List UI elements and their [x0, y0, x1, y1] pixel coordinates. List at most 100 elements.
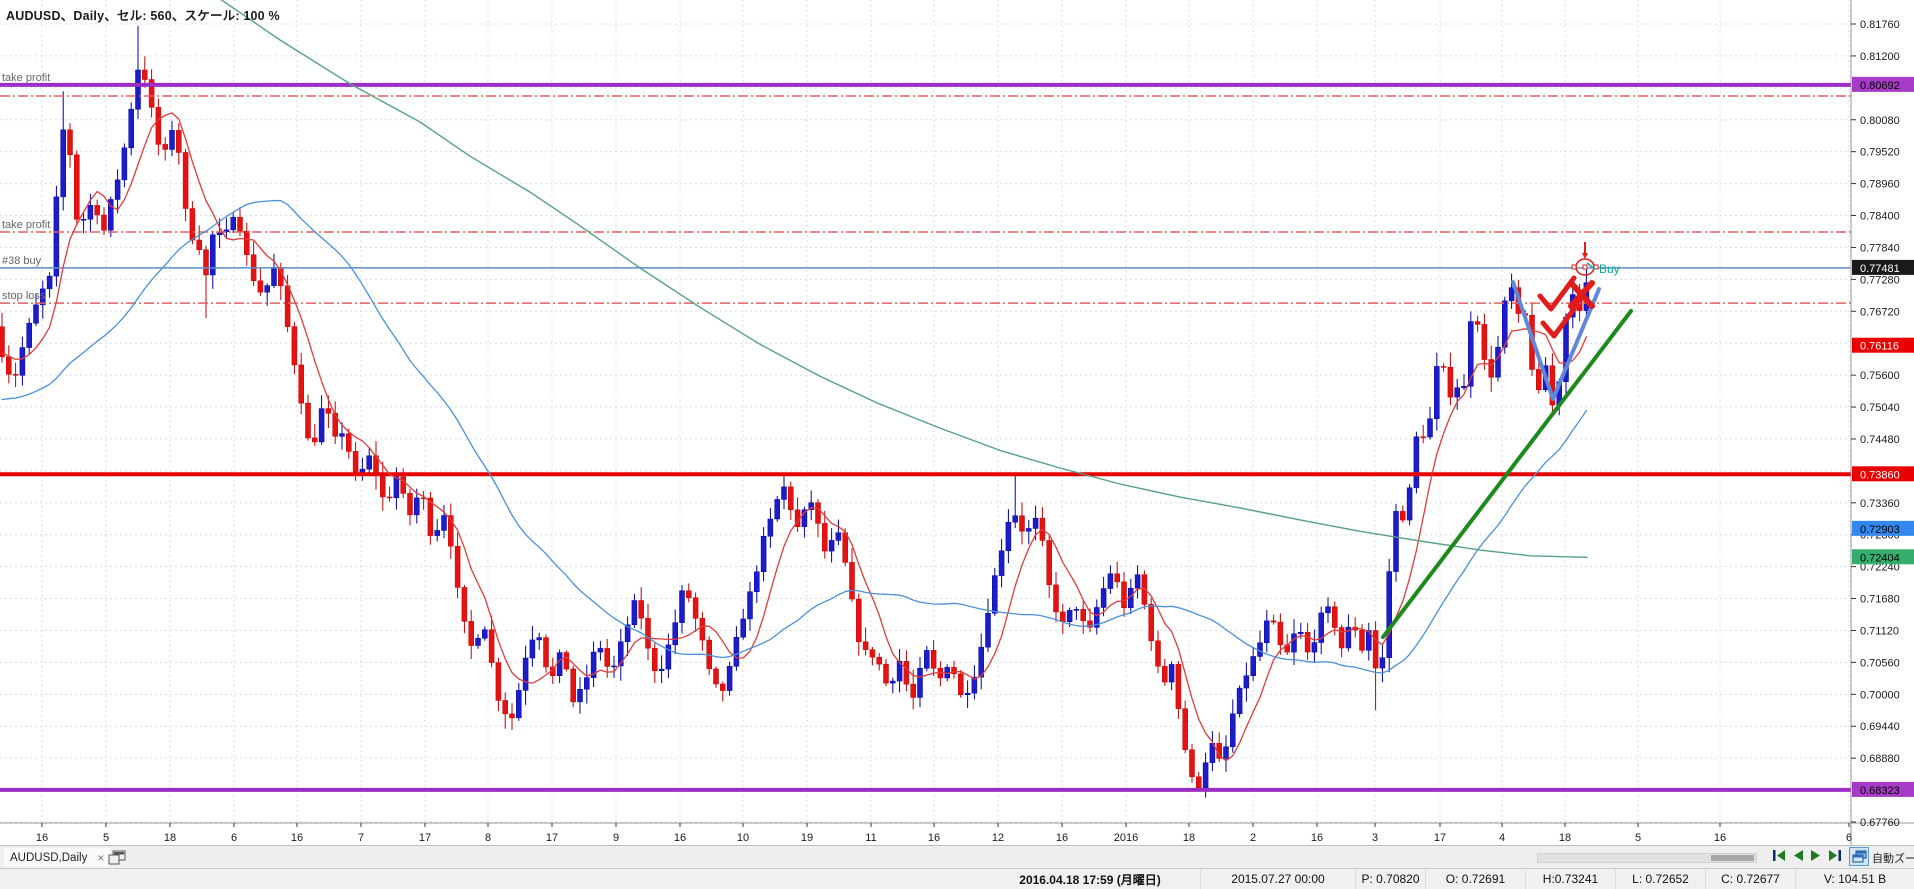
x-axis-label[interactable]: 7 — [358, 832, 364, 844]
red-checkmark-annotation[interactable] — [1537, 275, 1577, 312]
x-axis-label[interactable]: 16 — [674, 832, 686, 844]
x-axis-label[interactable]: 12 — [992, 832, 1004, 844]
candle-body — [495, 662, 502, 701]
red-cross-annotation[interactable] — [1568, 280, 1595, 309]
x-axis-label[interactable]: 6 — [231, 832, 237, 844]
chart-nav-buttons — [1772, 849, 1842, 862]
tab-audusd-daily[interactable]: AUDUSD,Daily × — [4, 848, 111, 867]
candle-body — [339, 433, 345, 437]
cascade-windows-button[interactable] — [1849, 847, 1869, 866]
x-axis-label[interactable]: 19 — [801, 832, 813, 844]
x-axis-label[interactable]: 16 — [1056, 832, 1068, 844]
x-axis-label[interactable]: 9 — [613, 832, 619, 844]
candle-body — [400, 476, 406, 494]
x-axis-label[interactable]: 17 — [419, 832, 431, 844]
candle-body — [1420, 436, 1426, 439]
candle-body — [849, 562, 855, 600]
jump-start-icon[interactable] — [1772, 849, 1786, 862]
x-axis-label[interactable]: 18 — [1559, 832, 1571, 844]
y-axis-highlight-label[interactable]: 0.68323 — [1860, 785, 1900, 797]
x-axis-label[interactable]: 17 — [1434, 832, 1446, 844]
y-axis-label[interactable]: 0.74480 — [1860, 434, 1900, 446]
y-axis-label[interactable]: 0.76720 — [1860, 306, 1900, 318]
candle-body — [1189, 749, 1195, 777]
candle-body — [917, 668, 923, 698]
y-axis-label[interactable]: 0.78400 — [1860, 211, 1900, 223]
auto-zoom-label[interactable]: 自動ズーム — [1872, 853, 1914, 865]
y-axis-label[interactable]: 0.71120 — [1860, 625, 1899, 637]
y-axis-label[interactable]: 0.72240 — [1860, 562, 1900, 574]
hscrollbar-thumb[interactable] — [1711, 855, 1754, 861]
y-axis-label[interactable]: 0.71680 — [1860, 594, 1900, 606]
green-trendline[interactable] — [1381, 309, 1633, 639]
candle-body — [291, 326, 298, 366]
step-back-icon[interactable] — [1792, 849, 1804, 862]
cascade-windows-icon — [1852, 850, 1866, 863]
jump-end-icon[interactable] — [1828, 849, 1842, 862]
red-checkmark-annotation[interactable] — [1540, 302, 1580, 339]
y-axis-label[interactable]: 0.75040 — [1860, 402, 1900, 414]
candle-body — [1202, 762, 1209, 789]
candle-body — [930, 650, 937, 669]
ma-slow-teal-line — [220, 0, 1588, 558]
hline-label-stop-loss: stop loss — [2, 290, 46, 302]
y-axis-highlight-label[interactable]: 0.72903 — [1860, 524, 1900, 536]
x-axis-label[interactable]: 6 — [1846, 832, 1852, 844]
candle-body — [1481, 324, 1488, 360]
y-axis-highlight-label[interactable]: 0.73860 — [1860, 469, 1900, 481]
x-axis-label[interactable]: 16 — [1714, 832, 1726, 844]
x-axis-label[interactable]: 17 — [546, 832, 558, 844]
y-axis-label[interactable]: 0.73360 — [1860, 498, 1900, 510]
y-axis-label[interactable]: 0.77840 — [1860, 242, 1900, 254]
candle-body — [148, 79, 155, 108]
x-axis-label[interactable]: 18 — [1183, 832, 1195, 844]
y-axis-label[interactable]: 0.70560 — [1860, 657, 1900, 669]
candle-body — [856, 598, 862, 642]
new-chart-window-icon[interactable] — [108, 850, 126, 870]
candle-body — [1107, 573, 1114, 589]
y-axis-highlight-box — [1852, 259, 1914, 275]
y-axis-label[interactable]: 0.79520 — [1860, 147, 1900, 159]
candle-body — [624, 624, 631, 643]
candle-body — [1291, 633, 1297, 653]
y-axis-highlight-label[interactable]: 0.76116 — [1860, 341, 1899, 353]
candle-body — [896, 661, 903, 682]
chart-hscrollbar[interactable] — [1537, 853, 1757, 863]
y-axis-label[interactable]: 0.67760 — [1860, 817, 1900, 829]
y-axis-highlight-label[interactable]: 0.80692 — [1860, 80, 1900, 92]
candle-body — [1393, 511, 1399, 572]
step-forward-icon[interactable] — [1810, 849, 1822, 862]
y-axis-label[interactable]: 0.78960 — [1860, 179, 1900, 191]
x-axis-label[interactable]: 2016 — [1114, 832, 1138, 844]
y-axis-label[interactable]: 0.70000 — [1860, 689, 1900, 701]
y-axis-label[interactable]: 0.69440 — [1860, 721, 1900, 733]
candle-body — [1366, 630, 1372, 651]
x-axis-label[interactable]: 10 — [737, 832, 749, 844]
y-axis-label[interactable]: 0.75600 — [1860, 370, 1900, 382]
x-axis-label[interactable]: 11 — [865, 832, 876, 844]
x-axis-label[interactable]: 5 — [1635, 832, 1641, 844]
x-axis-label[interactable]: 8 — [485, 832, 491, 844]
tab-close-icon[interactable]: × — [97, 850, 105, 865]
x-axis-label[interactable]: 4 — [1499, 832, 1505, 844]
x-axis-label[interactable]: 3 — [1372, 832, 1378, 844]
y-axis-highlight-label[interactable]: 0.77481 — [1860, 263, 1900, 275]
price-chart[interactable]: take profit take profit #38 buy stop loss Bu… — [0, 0, 1914, 845]
y-axis-label[interactable]: 0.81200 — [1860, 51, 1900, 63]
y-axis-label[interactable]: 0.77280 — [1860, 274, 1900, 286]
x-axis-label[interactable]: 16 — [928, 832, 940, 844]
y-axis-label[interactable]: 0.68880 — [1860, 753, 1900, 765]
x-axis-label[interactable]: 2 — [1250, 832, 1256, 844]
candle-body — [475, 638, 481, 646]
x-axis-label[interactable]: 16 — [36, 832, 48, 844]
candle-body — [774, 499, 780, 520]
y-axis-label[interactable]: 0.80080 — [1860, 115, 1900, 127]
y-axis-label[interactable]: 0.81760 — [1860, 19, 1900, 31]
x-axis-label[interactable]: 18 — [164, 832, 176, 844]
candle-body — [176, 130, 182, 153]
x-axis-label[interactable]: 5 — [103, 832, 109, 844]
x-axis-label[interactable]: 16 — [1311, 832, 1323, 844]
buy-label[interactable]: Buy — [1599, 262, 1620, 276]
x-axis-label[interactable]: 16 — [291, 832, 303, 844]
y-axis-highlight-label[interactable]: 0.72404 — [1860, 552, 1900, 564]
